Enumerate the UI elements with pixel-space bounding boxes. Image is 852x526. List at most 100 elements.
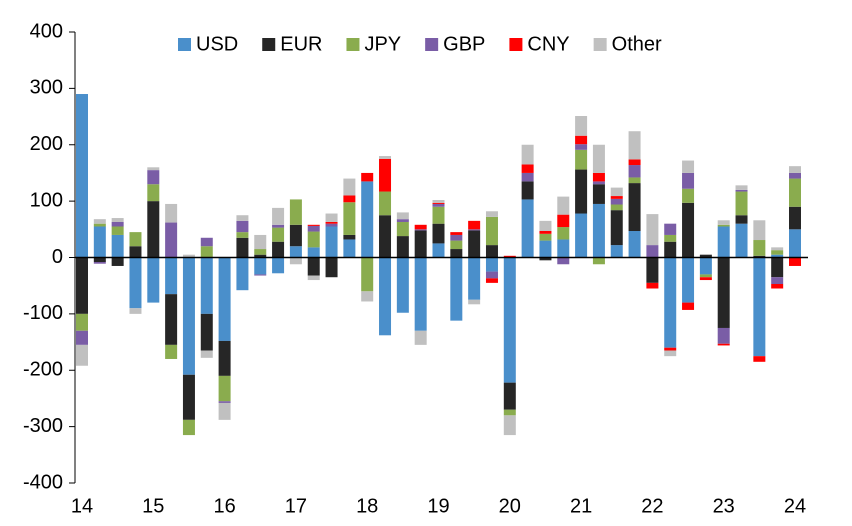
bar-segment (592, 203, 605, 258)
bar-segment (557, 196, 570, 215)
bar-segment (610, 210, 623, 246)
bar-segment (485, 271, 498, 279)
bar-segment (468, 220, 481, 230)
bar-segment (236, 257, 249, 291)
bar-segment (165, 257, 178, 295)
bar-segment (521, 144, 534, 165)
legend-label: CNY (527, 33, 569, 55)
bar-segment (76, 344, 88, 366)
legend-label: Other (612, 33, 662, 55)
bar-segment (539, 231, 552, 234)
bar-segment (432, 203, 445, 207)
bar-segment (289, 246, 302, 258)
bar-segment (753, 257, 766, 357)
bar-segment (361, 257, 374, 292)
bar-segment (485, 245, 498, 258)
bar-segment (646, 257, 659, 283)
bar-segment (789, 257, 801, 266)
y-tick-label: 0 (52, 246, 63, 268)
bar-segment (111, 221, 124, 227)
bar-segment (361, 172, 374, 182)
bar-segment (646, 282, 659, 289)
x-tick-label: 20 (499, 495, 521, 517)
bar-segment (289, 224, 302, 247)
bar-segment (307, 225, 320, 232)
bar-segment (218, 257, 231, 341)
bar-segment (699, 274, 712, 278)
bar-segment (521, 181, 534, 200)
bar-segment (147, 184, 160, 202)
bar-segment (450, 232, 463, 235)
bar-segment (272, 241, 285, 258)
bar-segment (557, 257, 570, 265)
bar-segment (182, 374, 195, 420)
bar-segment (450, 234, 463, 241)
bar-segment (753, 255, 766, 258)
bar-segment (343, 202, 356, 235)
bar-segment (592, 257, 605, 265)
bar-segment (396, 236, 409, 258)
legend-label: USD (196, 33, 238, 55)
bar-segment (414, 224, 427, 230)
bar-segment (432, 223, 445, 244)
bar-segment (450, 257, 463, 321)
bar-segment (735, 185, 748, 190)
y-tick-label: -400 (23, 471, 63, 493)
bar-segment (147, 257, 160, 303)
bar-segment (129, 246, 142, 258)
bar-segment (414, 229, 427, 231)
bar-segment (485, 211, 498, 217)
bar-segment (307, 275, 320, 281)
bar-segment (503, 415, 516, 436)
bar-segment (682, 202, 695, 258)
bar-segment (200, 350, 213, 358)
bar-segment (147, 167, 160, 171)
bar-segment (432, 199, 445, 203)
bar-segment (325, 257, 338, 278)
bar-segment (254, 234, 267, 250)
bar-segment (575, 213, 588, 258)
bar-segment (236, 237, 249, 258)
bar-segment (664, 241, 677, 258)
bar-segment (200, 257, 213, 314)
bar-segment (771, 257, 784, 278)
bar-segment (592, 144, 605, 173)
bar-segment (575, 135, 588, 145)
x-tick-label: 18 (356, 495, 378, 517)
bar-segment (610, 196, 623, 199)
x-tick-label: 22 (641, 495, 663, 517)
bar-segment (521, 199, 534, 258)
bar-segment (93, 257, 106, 263)
bar-segment (254, 257, 267, 275)
bar-segment (485, 257, 498, 272)
bar-segment (218, 402, 231, 420)
bar-segment (254, 254, 267, 258)
bar-segment (343, 234, 356, 240)
bar-segment (396, 212, 409, 220)
bar-segment (610, 245, 623, 258)
bar-segment (610, 204, 623, 211)
x-tick-label: 24 (784, 495, 806, 517)
bar-segment (735, 215, 748, 224)
y-tick-label: -300 (23, 415, 63, 437)
bar-segment (182, 254, 195, 258)
bar-segment (129, 308, 142, 314)
bar-segment (414, 257, 427, 331)
bar-segment (182, 419, 195, 436)
bar-segment (218, 375, 231, 402)
bar-segment (236, 215, 249, 221)
y-tick-label: -200 (23, 359, 63, 381)
bar-segment (200, 237, 213, 247)
bar-segment (93, 262, 106, 264)
bar-segment (771, 247, 784, 251)
bar-segment (789, 178, 801, 207)
bar-segment (628, 177, 641, 184)
legend-swatch (509, 38, 523, 51)
bar-segment (272, 257, 285, 274)
bar-segment (682, 257, 695, 303)
bar-segment (165, 222, 178, 258)
bar-segment (289, 257, 302, 265)
bar-segment (575, 169, 588, 214)
bar-segment (76, 257, 88, 314)
